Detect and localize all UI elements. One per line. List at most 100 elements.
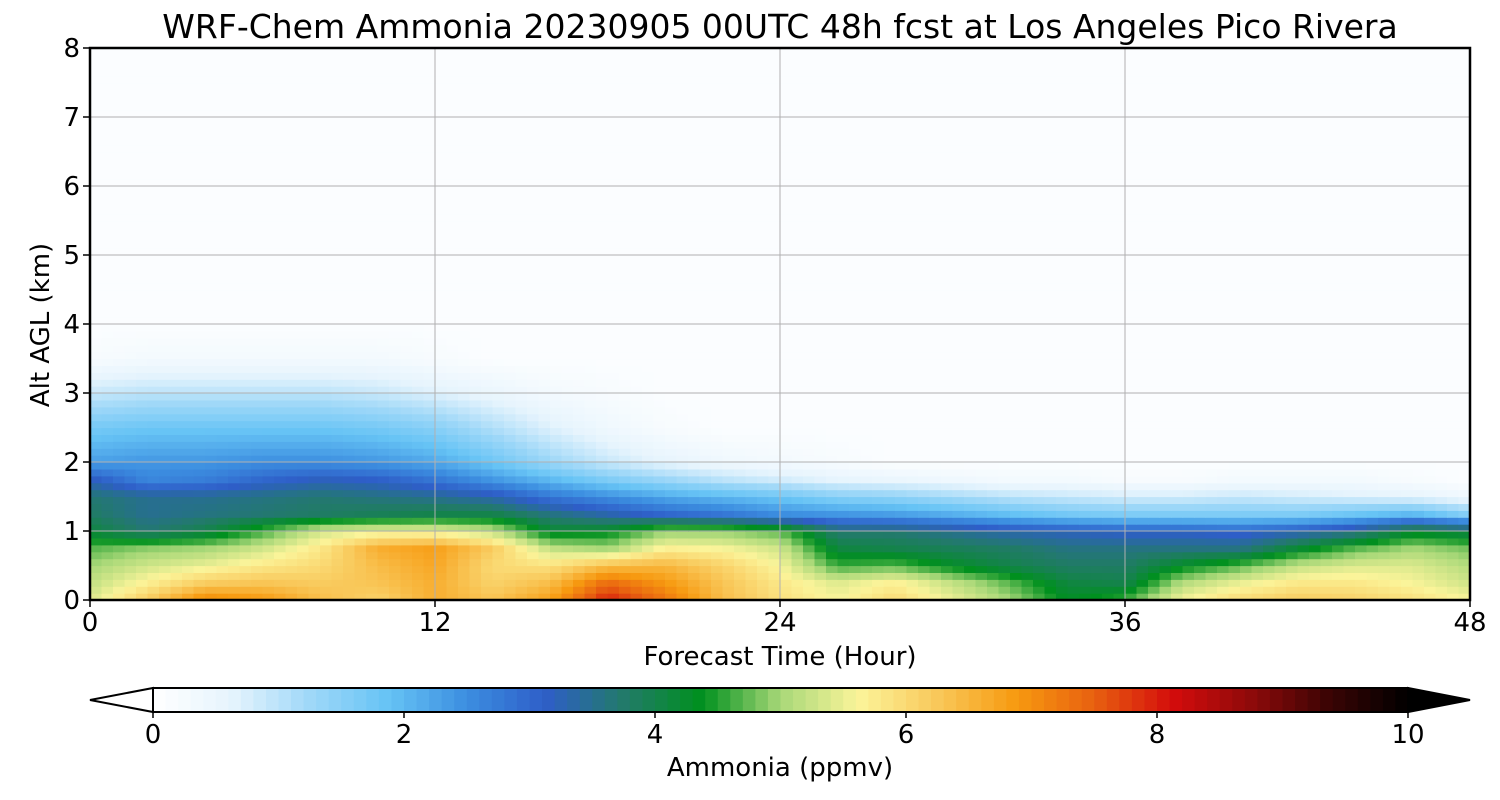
heatmap-cell xyxy=(929,406,942,415)
heatmap-cell xyxy=(941,379,954,387)
heatmap-cell xyxy=(1159,427,1172,435)
heatmap-cell xyxy=(1263,475,1276,484)
heatmap-cell xyxy=(1458,427,1471,435)
heatmap-cell xyxy=(987,544,1000,553)
heatmap-cell xyxy=(653,434,666,442)
heatmap-cell xyxy=(136,337,149,346)
heatmap-cell xyxy=(1366,330,1379,339)
heatmap-cell xyxy=(90,337,103,346)
heatmap-cell xyxy=(205,503,218,511)
heatmap-cell xyxy=(584,317,597,325)
heatmap-cell xyxy=(297,468,310,477)
heatmap-cell xyxy=(584,468,597,477)
heatmap-cell xyxy=(1274,406,1287,415)
heatmap-cell xyxy=(1148,489,1161,498)
heatmap-cell xyxy=(504,413,517,422)
heatmap-cell xyxy=(596,420,609,429)
heatmap-cell xyxy=(584,462,597,470)
heatmap-cell xyxy=(561,586,574,594)
heatmap-cell xyxy=(481,482,494,491)
heatmap-cell xyxy=(1079,427,1092,435)
heatmap-cell xyxy=(619,406,632,415)
heatmap-cell xyxy=(1412,441,1425,449)
heatmap-cell xyxy=(469,531,482,539)
heatmap-cell xyxy=(1010,317,1023,325)
heatmap-cell xyxy=(883,565,896,573)
heatmap-cell xyxy=(734,351,747,360)
heatmap-cell xyxy=(1366,468,1379,477)
heatmap-cell xyxy=(262,482,275,491)
heatmap-cell xyxy=(1401,544,1414,553)
heatmap-cell xyxy=(780,537,793,546)
heatmap-cell xyxy=(573,462,586,470)
heatmap-cell xyxy=(653,393,666,401)
heatmap-cell xyxy=(1240,510,1253,518)
heatmap-cell xyxy=(550,365,563,373)
heatmap-cell xyxy=(642,448,655,456)
heatmap-cell xyxy=(1148,503,1161,511)
heatmap-cell xyxy=(734,365,747,373)
heatmap-cell xyxy=(262,455,275,463)
heatmap-cell xyxy=(642,524,655,532)
heatmap-cell xyxy=(780,337,793,346)
heatmap-cell xyxy=(170,593,183,601)
heatmap-cell xyxy=(446,441,459,449)
heatmap-cell xyxy=(458,358,471,366)
heatmap-cell xyxy=(676,448,689,456)
heatmap-cell xyxy=(354,593,367,601)
heatmap-cell xyxy=(1412,531,1425,539)
heatmap-cell xyxy=(1355,427,1368,435)
heatmap-cell xyxy=(1171,399,1184,408)
heatmap-cell xyxy=(193,544,206,553)
heatmap-cell xyxy=(400,427,413,435)
heatmap-cell xyxy=(791,406,804,415)
heatmap-cell xyxy=(1240,324,1253,332)
heatmap-cell xyxy=(791,531,804,539)
heatmap-cell xyxy=(860,337,873,346)
heatmap-cell xyxy=(228,579,241,587)
heatmap-cell xyxy=(929,572,942,580)
heatmap-cell xyxy=(285,330,298,339)
heatmap-cell xyxy=(1401,427,1414,435)
heatmap-cell xyxy=(389,537,402,546)
heatmap-cell xyxy=(607,434,620,442)
heatmap-cell xyxy=(964,406,977,415)
heatmap-cell xyxy=(860,475,873,484)
heatmap-cell xyxy=(1125,434,1138,442)
heatmap-cell xyxy=(630,344,643,353)
heatmap-cell xyxy=(389,531,402,539)
heatmap-cell xyxy=(239,372,252,380)
heatmap-cell xyxy=(1458,558,1471,567)
heatmap-cell xyxy=(1389,489,1402,498)
heatmap-cell xyxy=(124,517,137,525)
heatmap-cell xyxy=(124,434,137,442)
heatmap-cell xyxy=(297,358,310,366)
heatmap-cell xyxy=(262,544,275,553)
heatmap-cell xyxy=(1125,365,1138,373)
heatmap-cell xyxy=(527,317,540,325)
heatmap-cell xyxy=(216,503,229,511)
heatmap-cell xyxy=(803,468,816,477)
heatmap-cell xyxy=(1194,386,1207,394)
heatmap-cell xyxy=(251,482,264,491)
heatmap-cell xyxy=(308,468,321,477)
heatmap-cell xyxy=(987,413,1000,422)
heatmap-cell xyxy=(458,475,471,484)
heatmap-cell xyxy=(642,565,655,573)
heatmap-cell xyxy=(170,317,183,325)
heatmap-cell xyxy=(584,420,597,429)
heatmap-cell xyxy=(987,324,1000,332)
heatmap-cell xyxy=(216,427,229,435)
heatmap-cell xyxy=(113,510,126,518)
heatmap-cell xyxy=(1240,482,1253,491)
heatmap-cell xyxy=(366,565,379,573)
heatmap-cell xyxy=(1389,358,1402,366)
heatmap-cell xyxy=(1113,565,1126,573)
heatmap-cell xyxy=(492,330,505,339)
heatmap-cell xyxy=(205,393,218,401)
heatmap-cell xyxy=(1355,379,1368,387)
heatmap-cell xyxy=(423,420,436,429)
heatmap-cell xyxy=(1102,565,1115,573)
heatmap-cell xyxy=(205,586,218,594)
heatmap-cell xyxy=(113,351,126,360)
